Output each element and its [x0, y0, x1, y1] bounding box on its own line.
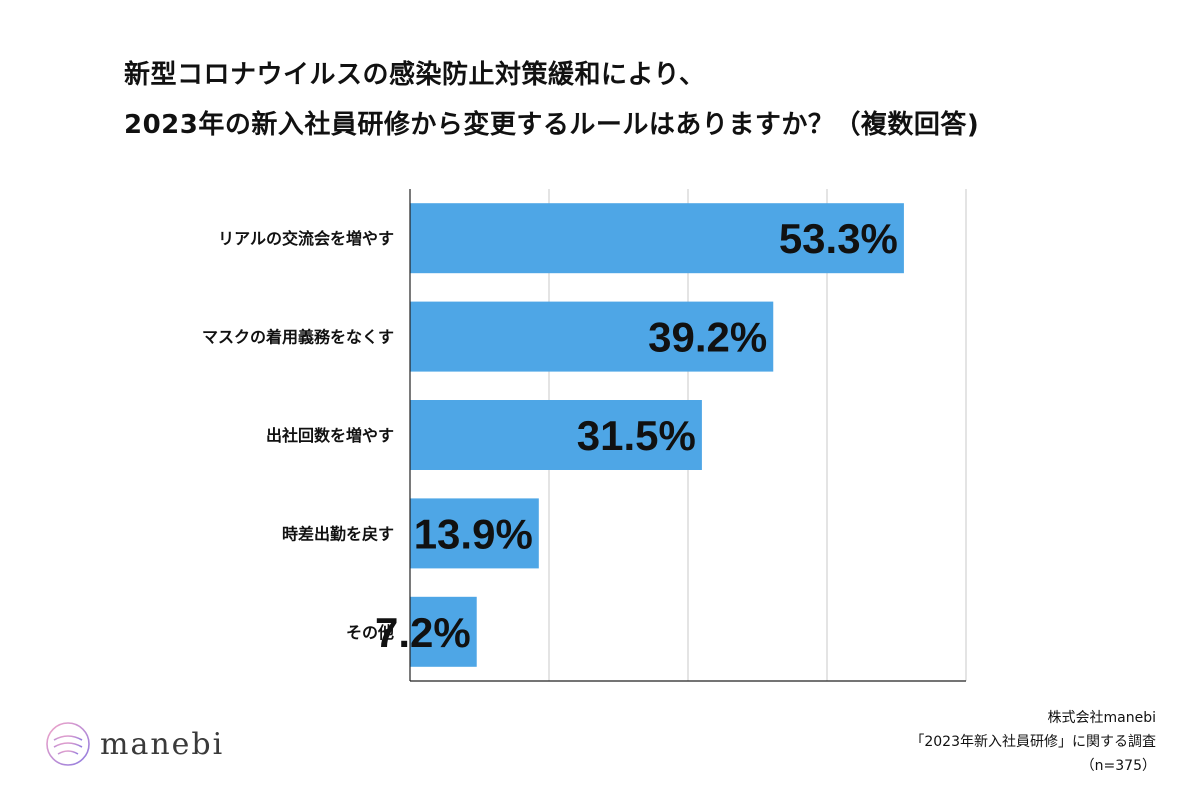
manebi-logo: manebi	[44, 718, 224, 770]
chart-title-line-1: 新型コロナウイルスの感染防止対策緩和により、	[124, 60, 706, 90]
chart-title-line-2: 2023年の新入社員研修から変更するルールはありますか？（複数回答)	[124, 110, 980, 140]
category-label: 時差出勤を戻す	[282, 524, 394, 543]
data-label: 13.9%	[414, 510, 533, 557]
data-label: 53.3%	[779, 215, 898, 262]
data-label: 31.5%	[577, 412, 696, 459]
chart-title: 新型コロナウイルスの感染防止対策緩和により、 2023年の新入社員研修から変更す…	[124, 50, 1164, 150]
source-credit: 株式会社manebi 「2023年新入社員研修」に関する調査 （n=375）	[910, 706, 1156, 778]
category-label: その他	[346, 623, 394, 642]
bar	[410, 400, 702, 470]
category-label: マスクの着用義務をなくす	[202, 328, 394, 347]
bar	[410, 203, 904, 274]
data-label: 39.2%	[648, 314, 767, 361]
credit-company: 株式会社manebi	[1047, 710, 1156, 726]
category-label: 出社回数を増やす	[266, 426, 394, 445]
bar	[410, 498, 539, 569]
credit-survey: 「2023年新入社員研修」に関する調査	[910, 734, 1156, 750]
credit-sample-size: （n=375）	[1080, 758, 1156, 774]
category-label: リアルの交流会を増やす	[218, 229, 394, 248]
manebi-book-icon	[46, 722, 90, 766]
bar	[410, 596, 477, 667]
data-label: 7.2%	[375, 609, 471, 656]
manebi-logo-text: manebi	[100, 726, 225, 762]
bar	[410, 301, 774, 372]
